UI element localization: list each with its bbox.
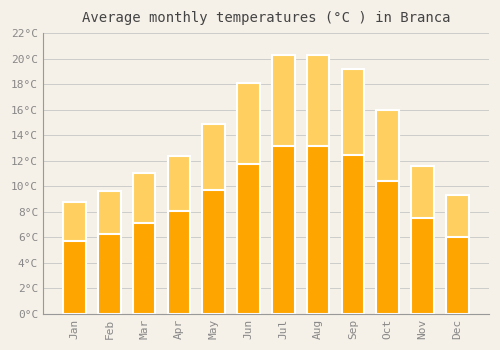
Bar bbox=[133, 174, 156, 314]
Bar bbox=[376, 110, 399, 181]
Bar bbox=[237, 83, 260, 314]
Bar bbox=[133, 174, 156, 223]
Bar bbox=[98, 191, 120, 314]
Bar bbox=[307, 55, 330, 314]
Bar bbox=[272, 55, 294, 146]
Bar bbox=[411, 166, 434, 218]
Bar bbox=[342, 69, 364, 155]
Bar bbox=[307, 55, 330, 146]
Bar bbox=[411, 166, 434, 314]
Bar bbox=[202, 124, 225, 190]
Bar bbox=[168, 156, 190, 314]
Bar bbox=[168, 156, 190, 211]
Bar bbox=[63, 202, 86, 314]
Bar bbox=[342, 69, 364, 314]
Bar bbox=[98, 191, 120, 234]
Title: Average monthly temperatures (°C ) in Branca: Average monthly temperatures (°C ) in Br… bbox=[82, 11, 450, 25]
Bar bbox=[446, 195, 468, 237]
Bar bbox=[446, 195, 468, 314]
Bar bbox=[272, 55, 294, 314]
Bar bbox=[237, 83, 260, 164]
Bar bbox=[63, 202, 86, 241]
Bar bbox=[202, 124, 225, 314]
Bar bbox=[376, 110, 399, 314]
